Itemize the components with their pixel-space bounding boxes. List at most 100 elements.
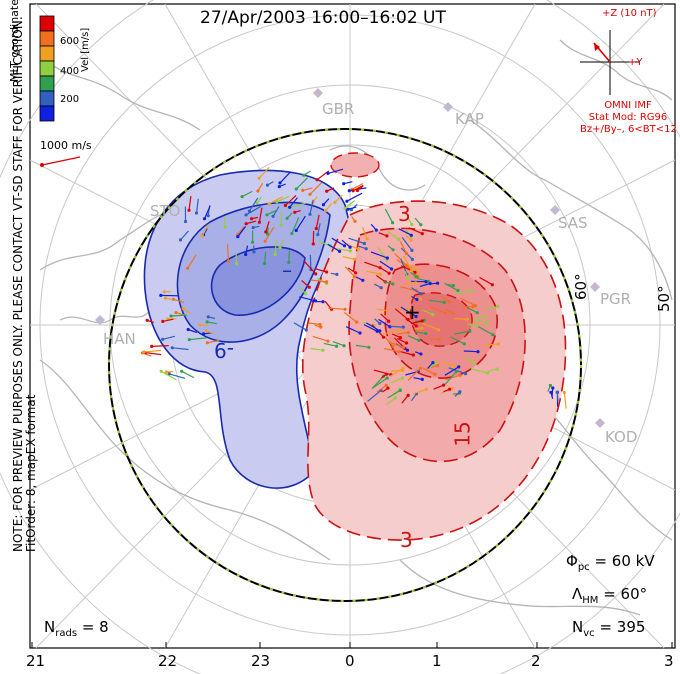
velocity-vector [419,282,431,287]
vector-origin [378,272,382,276]
nrads-sub: rads [55,628,78,639]
vector-origin [206,315,210,319]
vector-origin [319,325,323,329]
vector-origin [302,173,306,177]
velocity-vectors [140,166,567,409]
vector-origin [325,270,329,274]
velocity-vector [444,282,459,292]
vector-origin [410,222,414,227]
velocity-vector [386,397,396,406]
vector-origin [247,209,251,213]
velocity-vector [376,275,386,283]
vector-origin [201,332,206,336]
station-kod: KOD [605,428,638,446]
station-pgr: PGR [600,290,632,308]
plot-frame [29,3,676,649]
velocity-vector [362,226,368,240]
velocity-vector [404,282,416,285]
velocity-vector [397,331,409,335]
imf-condition: Bz+/By–, 6<BT<12 [580,124,677,135]
vector-origin [420,319,424,323]
vector-origin [163,296,168,300]
velocity-vector [325,203,333,212]
velocity-vector [364,261,381,269]
station-kap: KAP [455,110,484,128]
velocity-vector [334,194,343,203]
vector-origin [448,387,452,391]
vector-origin [385,256,389,260]
vector-origin [442,383,446,387]
vector-origin [410,268,414,273]
vector-origin [277,185,281,189]
velocity-vector [365,322,381,332]
vector-origin [437,337,441,341]
vector-origin [424,331,428,336]
vector-origin [476,350,480,354]
vector-origin [451,311,455,315]
vector-origin [417,338,421,342]
velocity-vector [421,322,439,331]
vector-origin [451,283,455,288]
velocity-vector [433,384,444,390]
velocity-vector [367,389,382,402]
velocity-vector [314,268,327,273]
velocity-vector [384,208,394,223]
vector-origin [483,314,487,319]
vector-origin [264,230,268,234]
velocity-vector [181,370,195,379]
velocity-vector [180,230,189,241]
vector-origin [205,341,209,345]
velocity-vector [295,177,308,190]
mlt-tick-22: 22 [158,652,178,670]
vector-origin [240,195,244,199]
vector-origin [415,297,419,302]
velocity-vector [309,199,314,215]
vector-origin [431,312,435,317]
velocity-vector [309,254,312,270]
velocity-vector [400,306,417,318]
positive-potential-cell [301,152,567,541]
vector-origin [391,282,395,286]
vector-origin [397,350,401,354]
contour-label-neg-min: – [282,258,292,282]
vector-origin [401,366,405,370]
vector-origin [551,386,555,390]
velocity-vector [162,318,174,322]
vector-origin [251,240,255,244]
vector-origin [424,280,428,284]
latitude-50: 50° [655,285,673,312]
vector-origin [164,370,168,374]
velocity-vector [401,395,409,404]
vector-origin [458,390,462,394]
vector-origin [294,228,298,233]
velocity-vector [398,228,412,236]
vector-origin [404,251,409,255]
vector-origin [385,234,389,238]
velocity-vector [485,305,499,310]
vector-origin [414,314,418,319]
vector-origin [283,203,287,208]
vector-origin [364,247,368,251]
vector-origin [496,342,500,346]
vector-origin [314,272,318,276]
velocity-vector [328,307,346,310]
vector-origin [443,311,447,315]
vector-origin [353,219,357,223]
velocity-vector [171,314,187,317]
velocity-vector [312,335,329,342]
vector-origin [486,371,490,375]
vector-origin [424,387,428,391]
vector-origin [474,324,479,328]
vector-origin [265,183,270,187]
velocity-vector [344,200,356,209]
vector-origin [194,211,199,215]
vector-origin [405,348,409,352]
mlt-tick-0: 0 [345,652,355,670]
velocity-vector [429,306,446,314]
vector-origin [235,262,239,266]
vector-origin [338,249,342,253]
vector-origin [316,233,320,237]
velocity-vector [266,209,279,216]
velocity-vector [387,341,404,349]
vector-origin [263,261,267,266]
